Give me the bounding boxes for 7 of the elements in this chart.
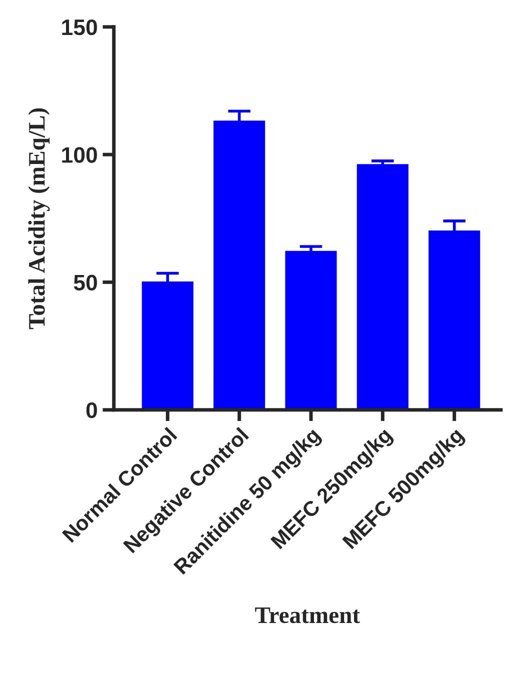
y-tick-label: 150 — [62, 19, 97, 36]
y-tick-label: 100 — [62, 147, 97, 163]
y-tick-label: 50 — [74, 274, 97, 290]
bar — [285, 250, 337, 410]
y-axis-title: Total Acidity (mEq/L) — [28, 108, 50, 330]
x-axis-title: Treatment — [255, 607, 360, 624]
y-tick-label: 0 — [86, 402, 97, 418]
